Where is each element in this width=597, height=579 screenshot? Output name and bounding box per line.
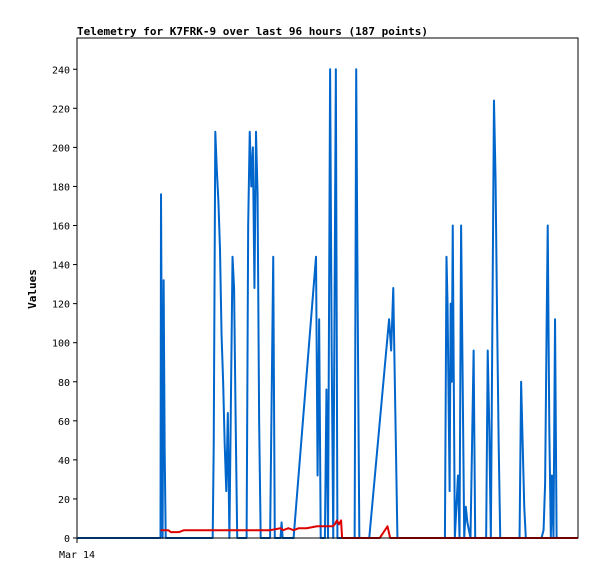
y-tick-label: 120: [52, 300, 70, 311]
x-tick-label: Mar 14: [59, 550, 95, 561]
x-axis: Mar 14: [59, 538, 95, 561]
series-line-1: [77, 68, 578, 539]
y-tick-label: 180: [52, 182, 70, 193]
y-tick-label: 160: [52, 222, 70, 233]
series-line-2: [160, 519, 578, 539]
y-tick-label: 200: [52, 143, 70, 154]
y-axis-label: Values: [26, 269, 39, 309]
y-axis: 0 20 40 60 80 100 120 140 160 180 200 220 240: [52, 65, 77, 545]
y-tick-label: 140: [52, 261, 70, 272]
y-tick-label: 240: [52, 65, 70, 76]
series-layer: [77, 68, 578, 539]
y-tick-label: 0: [64, 534, 70, 545]
y-tick-label: 40: [58, 456, 70, 467]
y-tick-label: 80: [58, 378, 70, 389]
y-tick-label: 220: [52, 104, 70, 115]
y-tick-label: 20: [58, 495, 70, 506]
y-tick-label: 100: [52, 339, 70, 350]
y-tick-label: 60: [58, 417, 70, 428]
chart-title: Telemetry for K7FRK-9 over last 96 hours…: [77, 25, 428, 38]
